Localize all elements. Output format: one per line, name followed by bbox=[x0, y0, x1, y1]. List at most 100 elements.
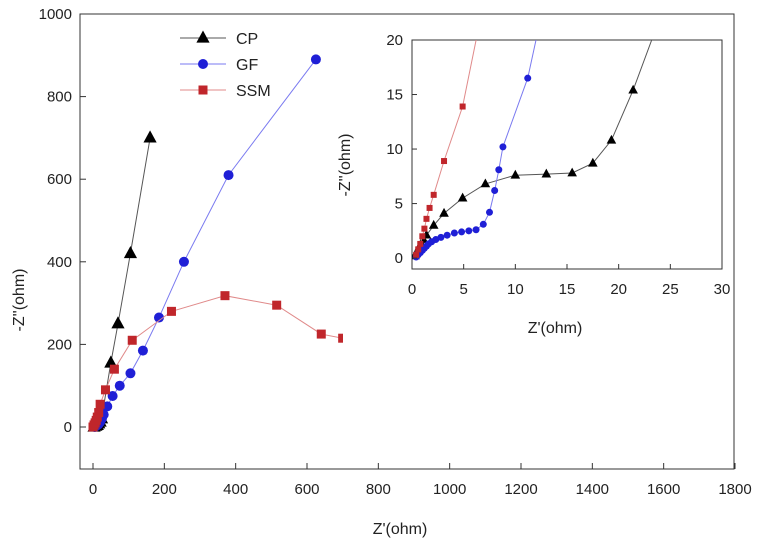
series-gf-point bbox=[125, 368, 136, 379]
main-series-group bbox=[87, 54, 378, 432]
inset-series-ssm-point bbox=[426, 204, 433, 211]
inset-plot-frame bbox=[411, 39, 723, 270]
inset-series-gf-point bbox=[479, 220, 487, 228]
series-ssm-point bbox=[95, 399, 105, 409]
legend-item-cp: CP bbox=[180, 30, 258, 48]
inset-series-cp-point bbox=[510, 169, 521, 179]
inset-series-ssm-point bbox=[415, 246, 422, 253]
inset-y-tick-label: 0 bbox=[395, 250, 403, 267]
series-ssm-point bbox=[92, 412, 102, 422]
main-x-axis-label: Z'(ohm) bbox=[373, 521, 428, 538]
main-x-tick-label: 1000 bbox=[433, 481, 466, 498]
legend-item-ssm: SSM bbox=[180, 83, 271, 100]
series-ssm-point bbox=[94, 408, 104, 418]
main-y-tick-label: 600 bbox=[47, 171, 72, 188]
series-gf-point bbox=[223, 170, 234, 181]
inset-series-gf-point bbox=[437, 233, 445, 241]
series-ssm-point bbox=[109, 364, 119, 374]
inset-series-cp-point bbox=[628, 84, 638, 94]
inset-series-ssm-point bbox=[417, 240, 424, 247]
inset-series-group bbox=[412, 40, 653, 261]
inset-x-axis-label: Z'(ohm) bbox=[528, 320, 583, 337]
legend-gf-label: GF bbox=[236, 57, 258, 74]
legend-ssm-marker bbox=[198, 85, 208, 95]
series-ssm-point bbox=[316, 329, 326, 339]
inset-series-ssm-point bbox=[421, 225, 428, 232]
inset-series-ssm-point bbox=[419, 233, 426, 240]
inset-series-cp-point bbox=[567, 167, 577, 177]
series-ssm-point bbox=[127, 335, 137, 345]
inset-x-tick-label: 20 bbox=[610, 281, 627, 298]
series-cp-point bbox=[143, 130, 157, 143]
main-x-tick-label: 600 bbox=[294, 481, 319, 498]
series-cp-point bbox=[111, 316, 125, 329]
main-x-tick-label: 800 bbox=[366, 481, 391, 498]
legend: CP GF SSM bbox=[180, 30, 271, 100]
series-gf bbox=[89, 54, 321, 432]
inset-series-gf-point bbox=[450, 229, 458, 237]
inset-y-tick-label: 15 bbox=[386, 87, 403, 104]
inset-series-gf-point bbox=[491, 186, 499, 194]
inset-series-cp-point bbox=[480, 178, 491, 188]
inset-x-tick-label: 25 bbox=[662, 281, 679, 298]
series-gf-point bbox=[107, 391, 118, 402]
inset-series-ssm-point bbox=[459, 103, 466, 110]
inset-series-gf-point bbox=[465, 227, 473, 235]
inset-series-cp-point bbox=[606, 134, 617, 144]
inset-series-gf-point bbox=[472, 226, 480, 234]
main-y-tick-label: 200 bbox=[47, 336, 72, 353]
series-gf-point bbox=[153, 312, 164, 323]
legend-ssm-label: SSM bbox=[236, 83, 271, 100]
inset-series-cp-point bbox=[439, 207, 449, 217]
series-ssm-point bbox=[338, 333, 348, 343]
main-y-tick-label: 1000 bbox=[39, 6, 72, 23]
inset-series-cp-point bbox=[457, 192, 468, 202]
inset-series-ssm-point bbox=[441, 158, 448, 165]
main-plot: 0 200 400 600 800 1000 1200 1400 1600 18000200400… bbox=[11, 6, 752, 538]
main-x-tick-label: 200 bbox=[152, 481, 177, 498]
main-x-tick-label: 1800 bbox=[718, 481, 751, 498]
main-y-tick-label: 0 bbox=[64, 419, 72, 436]
inset-y-tick-label: 20 bbox=[386, 32, 403, 49]
main-x-tick-label: 400 bbox=[223, 481, 248, 498]
inset-y-tick-label: 5 bbox=[395, 196, 403, 213]
inset-x-tick-label: 0 bbox=[408, 281, 416, 298]
main-x-tick-label: 1600 bbox=[647, 481, 680, 498]
main-x-tick-label: 1200 bbox=[504, 481, 537, 498]
series-ssm-point bbox=[272, 300, 282, 310]
inset-series-gf-point bbox=[524, 74, 532, 82]
inset-x-tick-label: 30 bbox=[714, 281, 731, 298]
inset-x-tick-label: 15 bbox=[559, 281, 576, 298]
series-cp-point bbox=[123, 246, 138, 259]
series-gf-point bbox=[178, 256, 189, 267]
main-x-tick-label: 0 bbox=[89, 481, 97, 498]
inset-series-gf-point bbox=[499, 143, 507, 151]
series-cp-point bbox=[104, 355, 118, 368]
legend-cp-marker bbox=[196, 30, 210, 43]
main-x-tick-label: 1400 bbox=[576, 481, 609, 498]
series-ssm-line bbox=[92, 243, 374, 428]
main-y-tick-label: 400 bbox=[47, 254, 72, 271]
legend-gf-marker bbox=[198, 59, 208, 69]
inset-y-tick-label: 10 bbox=[386, 141, 403, 158]
inset-series-ssm-point bbox=[413, 251, 420, 258]
series-gf-point bbox=[114, 380, 125, 391]
series-ssm-point bbox=[100, 385, 110, 395]
main-y-tick-label: 800 bbox=[47, 89, 72, 106]
inset-series-ssm-point bbox=[423, 215, 430, 222]
inset-series-gf-point bbox=[443, 231, 451, 239]
series-gf-point bbox=[310, 54, 321, 65]
inset-series-cp-point bbox=[588, 157, 598, 167]
series-ssm-point bbox=[220, 291, 230, 301]
inset-x-tick-label: 5 bbox=[459, 281, 467, 298]
series-ssm-point bbox=[166, 306, 176, 316]
main-axis-ticks: 0 200 400 600 800 1000 1200 1400 1600 18000200400… bbox=[39, 6, 752, 498]
main-y-axis-label: -Z''(ohm) bbox=[11, 269, 28, 332]
series-gf-point bbox=[137, 345, 148, 356]
inset-y-axis-label: -Z''(ohm) bbox=[337, 134, 354, 197]
legend-cp-label: CP bbox=[236, 31, 258, 48]
series-ssm bbox=[88, 238, 378, 432]
series-gf-point bbox=[102, 401, 113, 412]
main-plot-frame bbox=[79, 13, 735, 470]
